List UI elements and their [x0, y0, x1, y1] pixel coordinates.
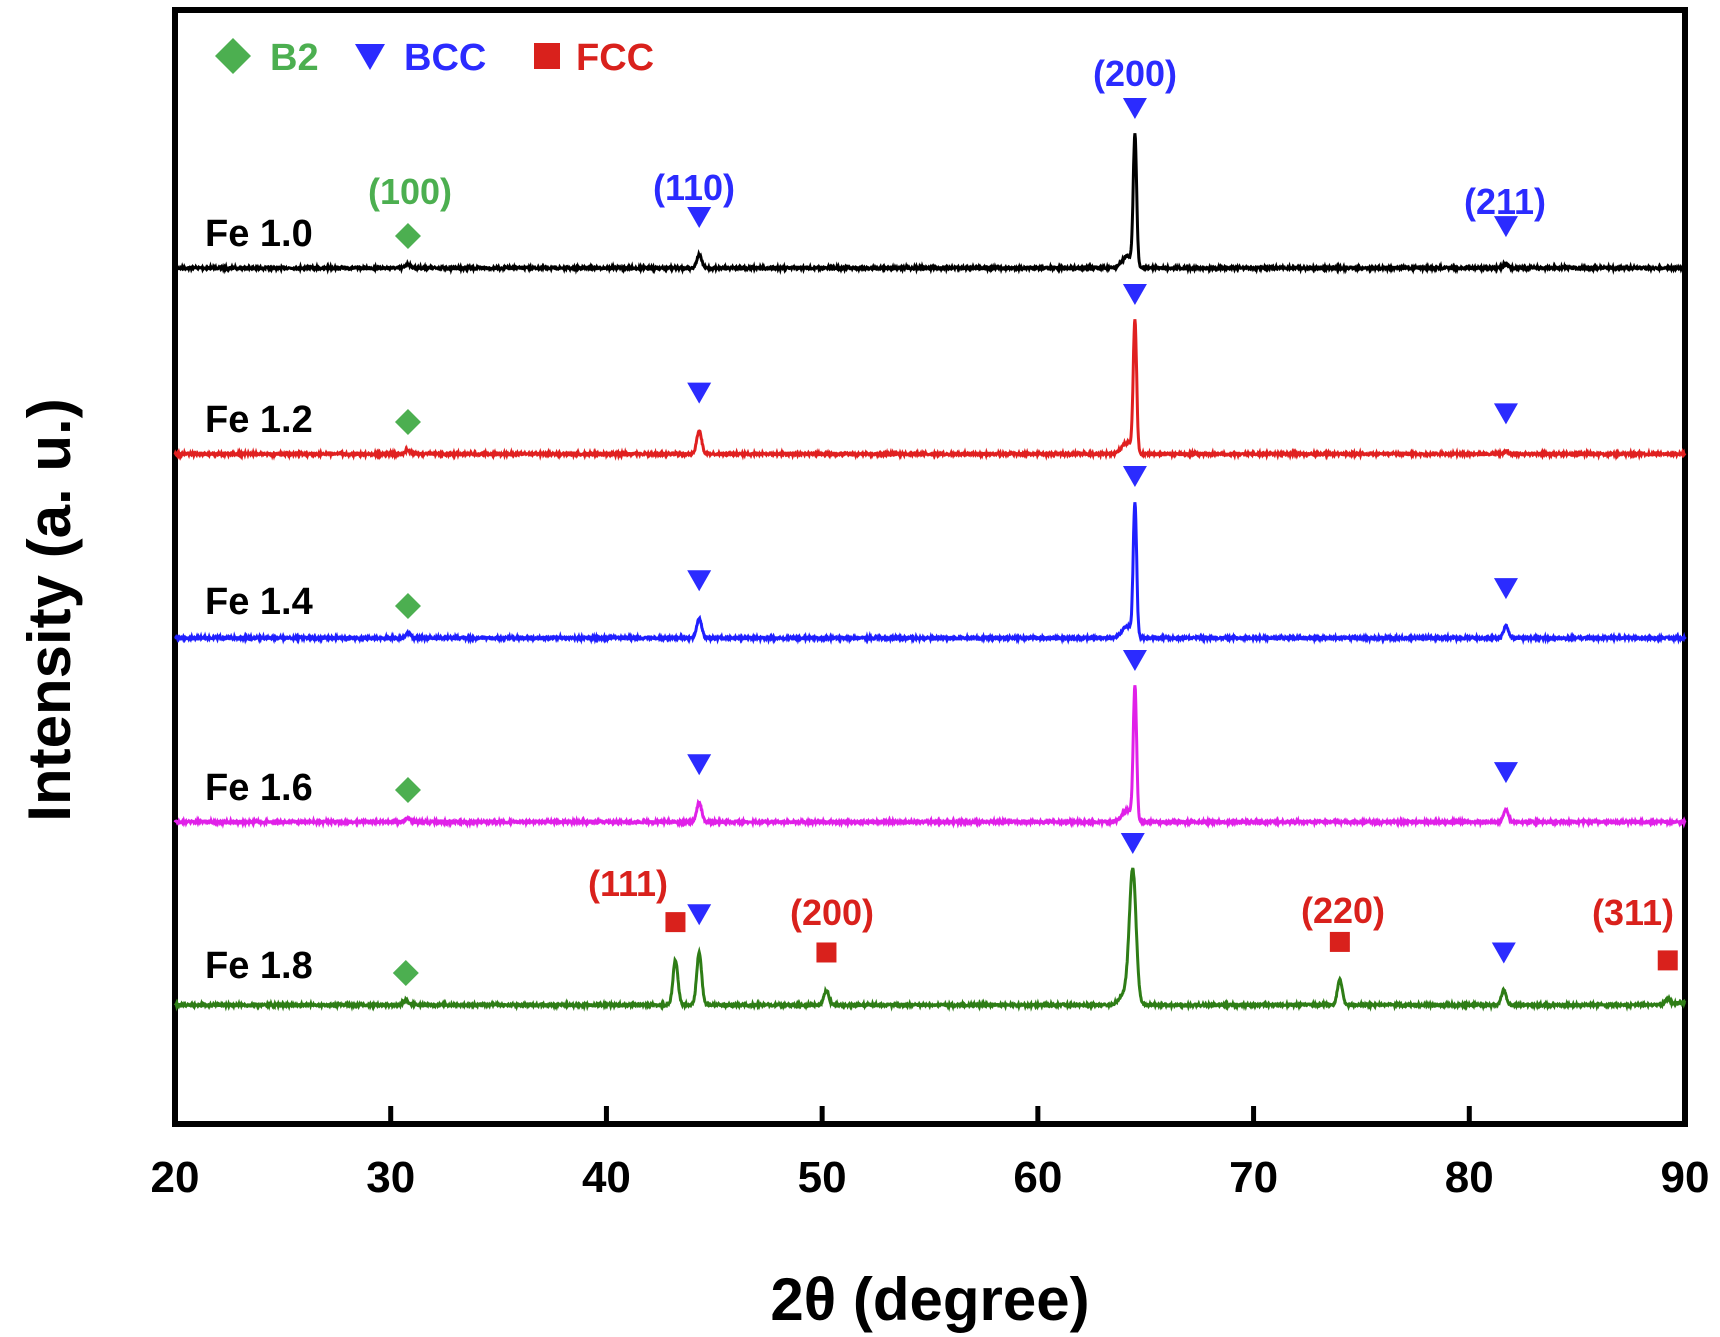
x-axis-ticks: 20 30 40 50 60 70 80 90	[151, 1106, 1710, 1202]
annotation-bcc-211: (211)	[1464, 181, 1546, 222]
b2-diamond-marker	[394, 777, 421, 803]
annotation-fcc-220: (220)	[1301, 890, 1385, 931]
x-tick-label: 40	[582, 1153, 631, 1202]
bcc-triangle-marker	[1122, 650, 1147, 671]
x-axis-title: 2θ (degree)	[770, 1266, 1089, 1333]
series-line-fe-1-6	[173, 685, 1687, 829]
bcc-triangle-marker	[1493, 403, 1518, 425]
bcc-triangle-marker	[687, 754, 712, 776]
legend-bcc-triangle-icon	[355, 44, 385, 70]
bcc-triangle-marker	[687, 570, 712, 592]
x-tick-label: 90	[1661, 1153, 1710, 1202]
series-line-fe-1-4	[174, 502, 1687, 646]
x-tick-label: 70	[1229, 1153, 1278, 1202]
bcc-triangle-marker	[1120, 833, 1145, 854]
annotation-fcc-311: (311)	[1592, 892, 1674, 933]
b2-diamond-marker	[394, 409, 421, 435]
series-line-fe-1-2	[173, 319, 1687, 462]
bcc-triangle-marker	[1493, 578, 1518, 600]
annotation-fcc-111: (111)	[588, 863, 668, 904]
bcc-triangle-marker	[687, 207, 712, 228]
bcc-triangle-marker	[1122, 466, 1147, 487]
x-tick-label: 30	[366, 1153, 415, 1202]
b2-diamond-marker	[394, 593, 421, 619]
x-tick-label: 80	[1445, 1153, 1494, 1202]
series-label-fe-1-2: Fe 1.2	[205, 399, 313, 441]
annotation-fcc-200: (200)	[790, 892, 874, 933]
x-tick-label: 50	[798, 1153, 847, 1202]
legend: B2 BCC FCC	[215, 37, 654, 79]
x-tick-label: 20	[151, 1153, 200, 1202]
legend-label-fcc: FCC	[576, 37, 654, 79]
bcc-triangle-marker	[1122, 284, 1147, 305]
plot-frame	[172, 7, 1688, 1127]
series-label-fe-1-4: Fe 1.4	[205, 581, 313, 623]
annotation-bcc-110: (110)	[653, 167, 735, 208]
legend-label-b2: B2	[270, 37, 319, 79]
b2-diamond-marker	[392, 960, 419, 986]
series-labels: Fe 1.0 Fe 1.2 Fe 1.4 Fe 1.6 Fe 1.8	[205, 213, 313, 987]
fcc-square-marker	[665, 912, 686, 933]
fcc-square-marker	[1657, 950, 1678, 971]
series-label-fe-1-6: Fe 1.6	[205, 767, 313, 809]
bcc-triangle-marker	[1491, 942, 1516, 964]
series-line-fe-1-8	[173, 867, 1687, 1013]
phase-markers	[392, 98, 1678, 986]
bcc-triangle-marker	[1493, 216, 1518, 238]
x-tick-label: 60	[1013, 1153, 1062, 1202]
series-label-fe-1-0: Fe 1.0	[205, 213, 313, 255]
y-axis-title: Intensity (a. u.)	[16, 398, 83, 821]
miller-annotations: (100) (110) (200) (211) (111) (200) (220…	[368, 53, 1674, 933]
fcc-square-marker	[816, 942, 837, 963]
bcc-triangle-marker	[687, 904, 712, 926]
annotation-bcc-200: (200)	[1093, 53, 1177, 94]
b2-diamond-marker	[394, 223, 421, 249]
series-label-fe-1-8: Fe 1.8	[205, 945, 313, 987]
series-lines	[173, 133, 1687, 1013]
series-line-fe-1-0	[173, 133, 1687, 276]
bcc-triangle-marker	[1122, 98, 1147, 119]
annotation-b2-100: (100)	[368, 171, 452, 212]
fcc-square-marker	[1329, 931, 1350, 952]
legend-label-bcc: BCC	[404, 37, 486, 79]
bcc-triangle-marker	[1493, 762, 1518, 784]
legend-b2-diamond-icon	[215, 38, 251, 74]
bcc-triangle-marker	[687, 382, 712, 404]
legend-fcc-square-icon	[534, 43, 560, 69]
